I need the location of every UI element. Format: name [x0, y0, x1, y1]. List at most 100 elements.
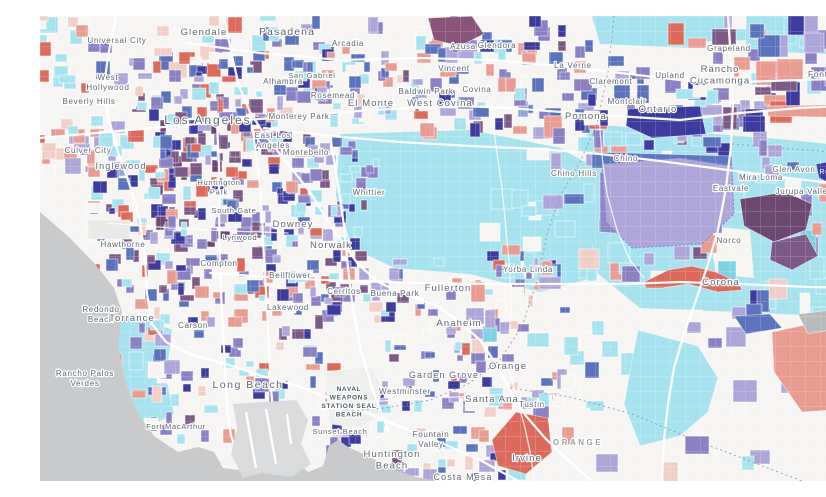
freeway-i5 [222, 16, 594, 481]
freeway-i15 [660, 16, 735, 481]
map-label-tustin: Tustin [519, 400, 545, 409]
map-label-el-monte: El Monte [348, 98, 394, 109]
map-svg[interactable]: Universal City Glendale Pasadena WestHollyw… [40, 16, 826, 481]
map-label-norco: Norco [717, 236, 742, 245]
map-label-montclair: Montclair [608, 97, 647, 106]
map-label-naval: STATION SEAL [321, 403, 376, 410]
map-label-orange: ORANGE [553, 438, 603, 447]
choropleth-map[interactable]: Universal City Glendale Pasadena West Hollyw… [40, 16, 826, 481]
map-label-vincent: Vincent [438, 64, 470, 73]
map-label-redondo: Beach [88, 315, 114, 324]
map-label-downey: Downey [273, 219, 314, 230]
freeway-sr55 [506, 362, 535, 481]
map-label-fort-macarthur: Fort MacArthur [146, 422, 206, 431]
map-label-culver-city: Culver City [65, 146, 112, 155]
map-label-jurupa-valley: Jurupa Valley [776, 187, 826, 196]
map-label-upland: Upland [655, 71, 685, 80]
map-label-claremont: Claremont [589, 77, 632, 86]
map-label-huntington: Park [210, 188, 228, 197]
map-label-montebello: Montebello [283, 148, 329, 157]
map-label-glen-avon: Glen Avon [772, 165, 815, 174]
map-label-glendale: Glendale [181, 27, 228, 38]
map-label-yorba-linda: Yorba Linda [503, 265, 553, 274]
map-label-layer: Universal City Glendale Pasadena WestHollyw… [55, 25, 826, 481]
freeway-i210 [184, 41, 826, 84]
port-channel-1 [244, 411, 258, 469]
map-label-monterey-park: Monterey Park [268, 112, 329, 121]
map-label-alhambra: Alhambra [263, 77, 303, 86]
map-label-garden-grove: Garden Grove [409, 370, 479, 380]
pacific-ocean [40, 212, 440, 481]
freeway-i605 [329, 140, 391, 434]
map-label-universal-city: Universal City [87, 36, 146, 45]
map-label-bellflower: Bellflower [269, 271, 311, 280]
map-label-naval: WEAPONS [330, 395, 369, 402]
freeway-sr71 [598, 115, 645, 279]
freeway-i405 [102, 16, 520, 481]
map-label-rancho-palos: Rancho Palos [56, 369, 114, 378]
map-label-westminster: Westminster [379, 387, 431, 396]
street-grid-overlay [40, 16, 826, 481]
map-label-cerritos: Cerritos [327, 287, 361, 296]
map-label-pomona: Pomona [565, 111, 607, 122]
map-label-orange: Orange [489, 361, 527, 372]
map-label-fullerton: Fullerton [425, 283, 472, 294]
map-label-glendora: Glendora [478, 41, 517, 50]
map-label-whittier: Whittier [353, 188, 386, 197]
map-label-ontario: Ontario [639, 104, 678, 115]
ocean-layer [40, 212, 440, 481]
county-line-la-sb-oc [339, 16, 615, 413]
map-label-irvine: Irvine [512, 453, 542, 464]
map-label-sunset-beach: Sunset Beach [312, 427, 367, 436]
freeway-layer [40, 16, 826, 481]
freeway-sr91 [208, 271, 826, 289]
freeway-i110 [215, 120, 241, 459]
map-label-lakewood: Lakewood [267, 303, 309, 312]
map-label-rosemead: Rosemead [311, 91, 355, 100]
port-channel-3 [285, 413, 293, 445]
freeway-i10 [40, 104, 826, 140]
map-label-grapeland: Grapeland [707, 44, 751, 53]
map-label-fountain: Fountain [413, 430, 450, 439]
map-label-hawthorne: Hawthorne [101, 240, 146, 249]
map-label-rancho: Rancho [701, 64, 740, 75]
map-label-san-gabriel: San Gabriel [288, 71, 335, 80]
county-line-oc-riverside [509, 387, 803, 481]
county-boundary-layer [339, 16, 826, 481]
map-label-east-los: East Los [255, 131, 292, 140]
freeway-sr22 [335, 393, 511, 405]
map-label-huntington: Beach [376, 461, 408, 472]
map-label-long-beach: Long Beach [212, 379, 283, 391]
map-label-costa-mesa: Costa Mesa [433, 472, 492, 481]
map-label-corona: Corona [702, 277, 740, 288]
map-label-inglewood: Inglewood [96, 161, 147, 171]
map-label-los-angeles: Los Angeles [164, 113, 251, 127]
map-label-la-verne: La Verne [554, 61, 592, 70]
map-label-norwalk: Norwalk [310, 240, 352, 251]
map-label-chino: Chino [614, 154, 638, 163]
map-label-west-covina: West Covina [407, 98, 473, 109]
map-label-rubidoux: Rubidoux [819, 169, 826, 176]
map-label-naval: NAVAL [337, 386, 362, 393]
map-label-buena-park: Buena Park [371, 289, 420, 298]
map-label-rancho: Cucamonga [690, 76, 750, 87]
map-label-carson: Carson [178, 321, 208, 330]
map-label-fontana: Fontana [808, 69, 826, 79]
map-label-eastvale: Eastvale [713, 184, 749, 193]
map-label-torrance: Torrance [109, 313, 155, 324]
map-label-redondo: Redondo [82, 305, 119, 314]
map-label-anaheim: Anaheim [436, 318, 481, 329]
port-channel-2 [264, 408, 278, 465]
freeway-sr57 [490, 102, 512, 335]
map-label-rancho-palos: Verdes [70, 379, 99, 388]
map-label-west: Hollywood [86, 83, 129, 92]
map-label-naval: BEACH [336, 412, 363, 419]
map-label-pasadena: Pasadena [259, 26, 315, 38]
map-label-fountain: Valley [418, 440, 443, 449]
map-label-covina: Covina [462, 85, 491, 94]
map-label-east-los: Angeles [256, 141, 290, 150]
map-label-lynwood: Lynwood [223, 233, 258, 242]
freeway-i105 [107, 222, 289, 234]
map-label-arcadia: Arcadia [332, 39, 364, 48]
map-label-mira-loma: Mira Loma [739, 173, 783, 182]
